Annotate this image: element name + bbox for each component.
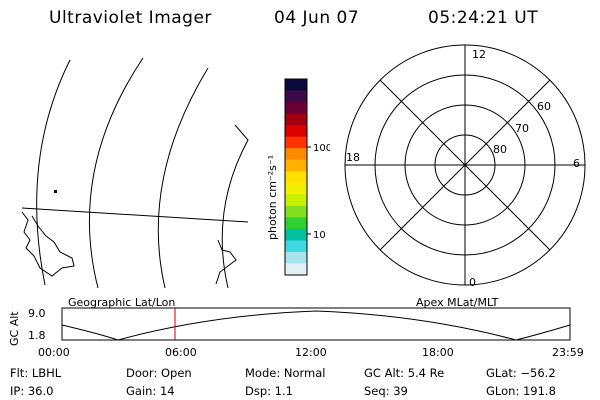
colorbar-cell: [285, 159, 307, 172]
timeline-right-title: Apex MLat/MLT: [416, 296, 499, 309]
dsp-info: Dsp: 1.1: [245, 384, 293, 398]
mlt-label-6: 6: [573, 157, 580, 170]
timeline-left-title: Geographic Lat/Lon: [68, 296, 176, 309]
mlt-label-12: 12: [472, 48, 486, 61]
lat-label-60: 60: [537, 100, 551, 113]
coastline-left: [21, 211, 75, 277]
seq-info: Seq: 39: [364, 384, 408, 398]
coastline-right: [215, 239, 237, 285]
glat-info: GLat: −56.2: [486, 366, 556, 380]
altitude-curve: [61, 310, 571, 341]
colorbar-label: photon cm⁻²s⁻¹: [266, 155, 279, 240]
lat-label-70: 70: [515, 122, 529, 135]
x-tick-0600: 06:00: [165, 346, 197, 359]
colorbar-cell: [285, 205, 307, 218]
x-tick-0000: 00:00: [38, 346, 70, 359]
lat-line-4: [221, 124, 249, 289]
colorbar-cell: [285, 148, 307, 161]
lat-line-1: [36, 59, 71, 286]
colorbar-cell: [285, 251, 307, 264]
lat-line-3: [157, 67, 209, 289]
y-tick-9: 9.0: [28, 307, 46, 320]
x-tick-1200: 12:00: [295, 346, 327, 359]
lat-line-2: [89, 57, 144, 289]
x-tick-2359: 23:59: [552, 346, 584, 359]
time-label: 05:24:21 UT: [428, 8, 539, 28]
glon-info: GLon: 191.8: [486, 384, 556, 398]
colorbar-cell: [285, 113, 307, 126]
date-label: 04 Jun 07: [274, 8, 360, 28]
gain-info: Gain: 14: [126, 384, 175, 398]
lon-line: [21, 207, 249, 223]
colorbar-cell: [285, 217, 307, 230]
gc-alt-axis-label: GC Alt: [8, 311, 21, 346]
ip-info: IP: 36.0: [10, 384, 54, 398]
colorbar: 100 10: [284, 78, 330, 276]
door-info: Door: Open: [126, 366, 192, 380]
polar-plot: 12 0 18 6 60 70 80: [344, 44, 586, 289]
colorbar-cell: [285, 240, 307, 253]
filter-info: Flt: LBHL: [10, 366, 62, 380]
colorbar-cell: [285, 228, 307, 241]
timeline-frame: [61, 307, 571, 341]
altitude-timeline: GC Alt 9.0 1.8: [8, 307, 571, 346]
island-dot: [54, 190, 57, 193]
colorbar-cell: [285, 79, 307, 92]
instrument-title: Ultraviolet Imager: [49, 8, 212, 28]
colorbar-cell: [285, 263, 307, 276]
colorbar-tick-10: 10: [313, 230, 326, 241]
colorbar-cell: [285, 102, 307, 115]
mlt-label-0: 0: [469, 276, 476, 289]
y-tick-1-8: 1.8: [28, 329, 46, 342]
colorbar-cell: [285, 136, 307, 149]
mlt-label-18: 18: [346, 151, 360, 164]
colorbar-tick-100: 100: [313, 143, 330, 154]
gc-alt-info: GC Alt: 5.4 Re: [364, 366, 445, 380]
colorbar-cell: [285, 125, 307, 138]
mlt-diag-2: [379, 79, 551, 251]
colorbar-cell: [285, 182, 307, 195]
mode-info: Mode: Normal: [245, 366, 326, 380]
colorbar-label-holder: photon cm⁻²s⁻¹: [266, 155, 279, 240]
geographic-map: [21, 57, 249, 289]
lat-label-80: 80: [493, 143, 507, 156]
colorbar-cell: [285, 171, 307, 184]
colorbar-cell: [285, 194, 307, 207]
colorbar-cell: [285, 90, 307, 103]
x-tick-1800: 18:00: [422, 346, 454, 359]
